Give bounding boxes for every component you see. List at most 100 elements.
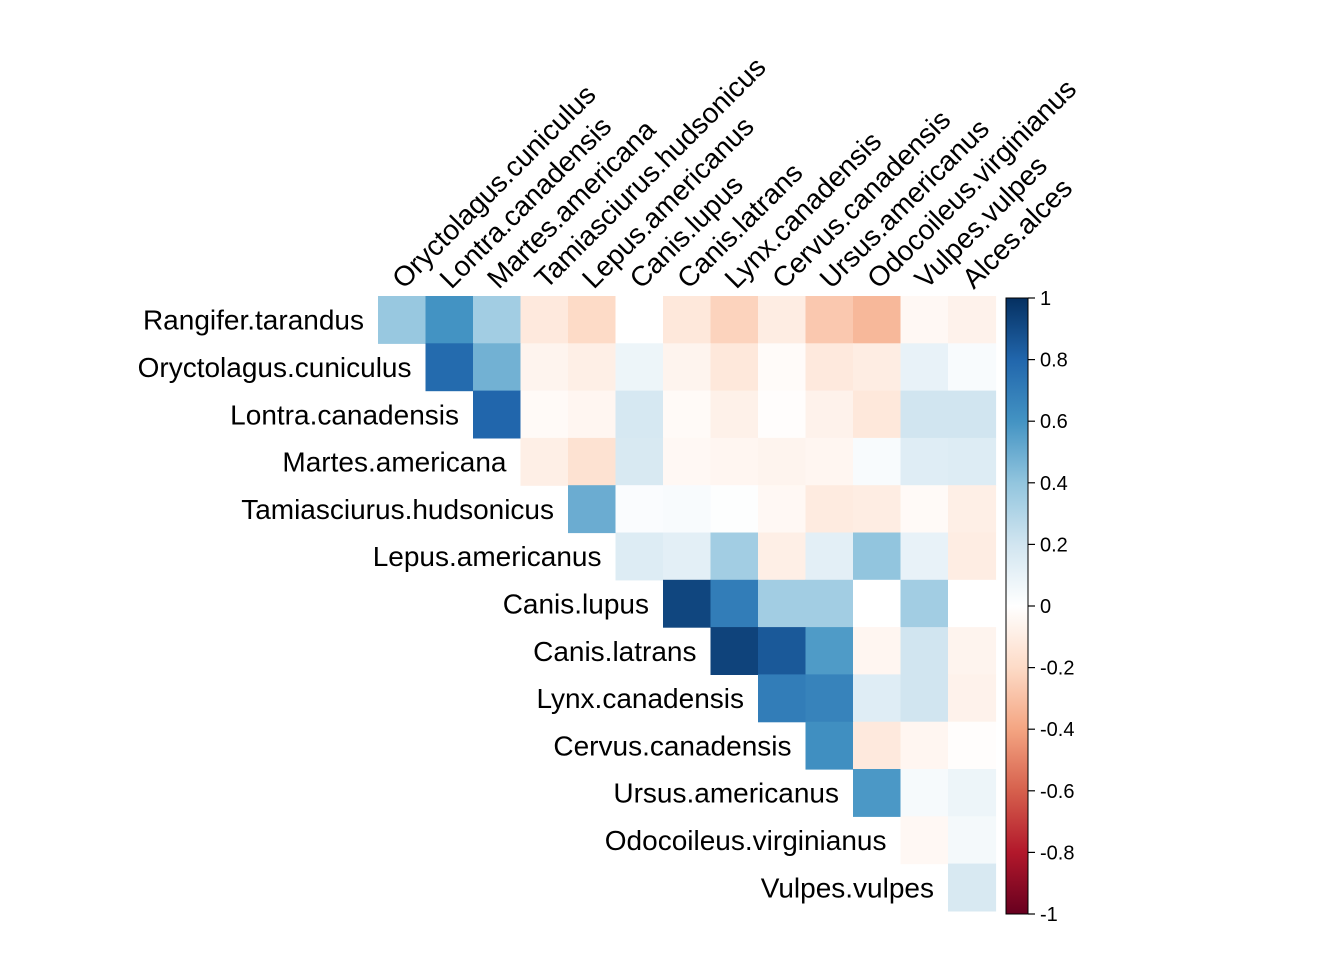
heatmap-cell — [520, 343, 569, 392]
heatmap-cell — [758, 296, 807, 344]
heatmap-cell — [853, 390, 902, 439]
heatmap-cell — [663, 390, 712, 439]
colorbar-tick-label: -0.2 — [1040, 658, 1074, 680]
row-label: Vulpes.vulpes — [761, 872, 934, 903]
heatmap-cell — [805, 579, 854, 628]
heatmap-cell — [615, 485, 664, 534]
colorbar-tick-label: 1 — [1040, 288, 1051, 310]
column-labels: Oryctolagus.cuniculusLontra.canadensisMa… — [386, 51, 1082, 294]
colorbar-tick-label: -0.4 — [1040, 719, 1074, 741]
heatmap-cell — [710, 532, 759, 581]
row-label: Lepus.americanus — [373, 541, 602, 572]
heatmap-cell — [853, 437, 902, 486]
row-label: Tamiasciurus.hudsonicus — [241, 494, 554, 525]
heatmap-cell — [758, 674, 807, 723]
heatmap-cell — [948, 627, 997, 675]
heatmap-cell — [473, 296, 522, 344]
heatmap-cell — [948, 296, 997, 344]
heatmap-cell — [615, 437, 664, 486]
heatmap-cell — [805, 437, 854, 486]
heatmap-cell — [853, 721, 902, 770]
colorbar-tick-label: -0.8 — [1040, 842, 1074, 864]
heatmap-cell — [425, 343, 474, 392]
heatmap-cell — [805, 627, 854, 675]
heatmap-cell — [710, 627, 759, 675]
heatmap-cell — [853, 296, 902, 344]
heatmap-cells — [378, 296, 997, 912]
heatmap-cell — [805, 674, 854, 723]
colorbar-tick-label: 0.8 — [1040, 350, 1068, 372]
heatmap-cell — [853, 769, 902, 817]
heatmap-cell — [853, 579, 902, 628]
row-label: Oryctolagus.cuniculus — [138, 352, 412, 383]
heatmap-cell — [900, 437, 949, 486]
heatmap-cell — [520, 296, 569, 344]
heatmap-cell — [805, 721, 854, 770]
heatmap-cell — [568, 390, 617, 439]
heatmap-cell — [758, 390, 807, 439]
colorbar-tick-label: 0.4 — [1040, 473, 1068, 495]
heatmap-cell — [663, 485, 712, 534]
heatmap-cell — [900, 343, 949, 392]
heatmap-cell — [948, 769, 997, 817]
colorbar-tick-label: -0.6 — [1040, 781, 1074, 803]
heatmap-cell — [568, 437, 617, 486]
heatmap-cell — [378, 296, 427, 344]
heatmap-cell — [615, 296, 664, 344]
heatmap-cell — [805, 343, 854, 392]
heatmap-cell — [758, 485, 807, 534]
row-labels: Rangifer.tarandus Oryctolagus.cuniculus Lo… — [138, 305, 934, 904]
heatmap-cell — [568, 343, 617, 392]
heatmap-cell — [900, 296, 949, 344]
heatmap-cell — [663, 579, 712, 628]
heatmap-cell — [948, 437, 997, 486]
heatmap-cell — [948, 674, 997, 723]
heatmap-cell — [758, 627, 807, 675]
row-label: Rangifer.tarandus — [143, 305, 364, 336]
heatmap-cell — [710, 390, 759, 439]
heatmap-cell — [710, 579, 759, 628]
colorbar: 1 0.8 0.6 0.4 0.2 0 -0.2 -0.4 -0.6 -0.8 -1 — [1005, 288, 1074, 926]
heatmap-cell — [853, 343, 902, 392]
heatmap-cell — [473, 390, 522, 439]
heatmap-cell — [520, 437, 569, 486]
row-label: Martes.americana — [282, 447, 507, 478]
heatmap-cell — [663, 343, 712, 392]
heatmap-cell — [425, 296, 474, 344]
colorbar-tick-label: 0.6 — [1040, 411, 1068, 433]
row-label: Lynx.canadensis — [536, 683, 744, 714]
heatmap-cell — [948, 390, 997, 439]
heatmap-cell — [663, 296, 712, 344]
heatmap-cell — [900, 627, 949, 675]
heatmap-cell — [805, 296, 854, 344]
heatmap-cell — [663, 532, 712, 581]
heatmap-cell — [900, 390, 949, 439]
heatmap-cell — [853, 674, 902, 723]
heatmap-cell — [948, 343, 997, 392]
heatmap-cell — [948, 579, 997, 628]
heatmap-cell — [900, 769, 949, 817]
heatmap-cell — [948, 816, 997, 865]
heatmap-cell — [805, 532, 854, 581]
heatmap-cell — [805, 390, 854, 439]
row-label: Cervus.canadensis — [553, 730, 791, 761]
row-label: Ursus.americanus — [613, 778, 839, 809]
heatmap-cell — [568, 296, 617, 344]
heatmap-cell — [900, 532, 949, 581]
heatmap-cell — [568, 485, 617, 534]
heatmap-cell — [948, 532, 997, 581]
heatmap-cell — [710, 343, 759, 392]
heatmap-cell — [948, 863, 997, 912]
heatmap-cell — [853, 485, 902, 534]
heatmap-cell — [900, 485, 949, 534]
heatmap-cell — [900, 674, 949, 723]
heatmap-cell — [663, 437, 712, 486]
heatmap-cell — [900, 721, 949, 770]
heatmap-cell — [758, 532, 807, 581]
row-label: Canis.lupus — [503, 588, 649, 619]
heatmap-cell — [710, 437, 759, 486]
heatmap-cell — [758, 343, 807, 392]
heatmap-cell — [948, 485, 997, 534]
row-label: Canis.latrans — [533, 636, 696, 667]
